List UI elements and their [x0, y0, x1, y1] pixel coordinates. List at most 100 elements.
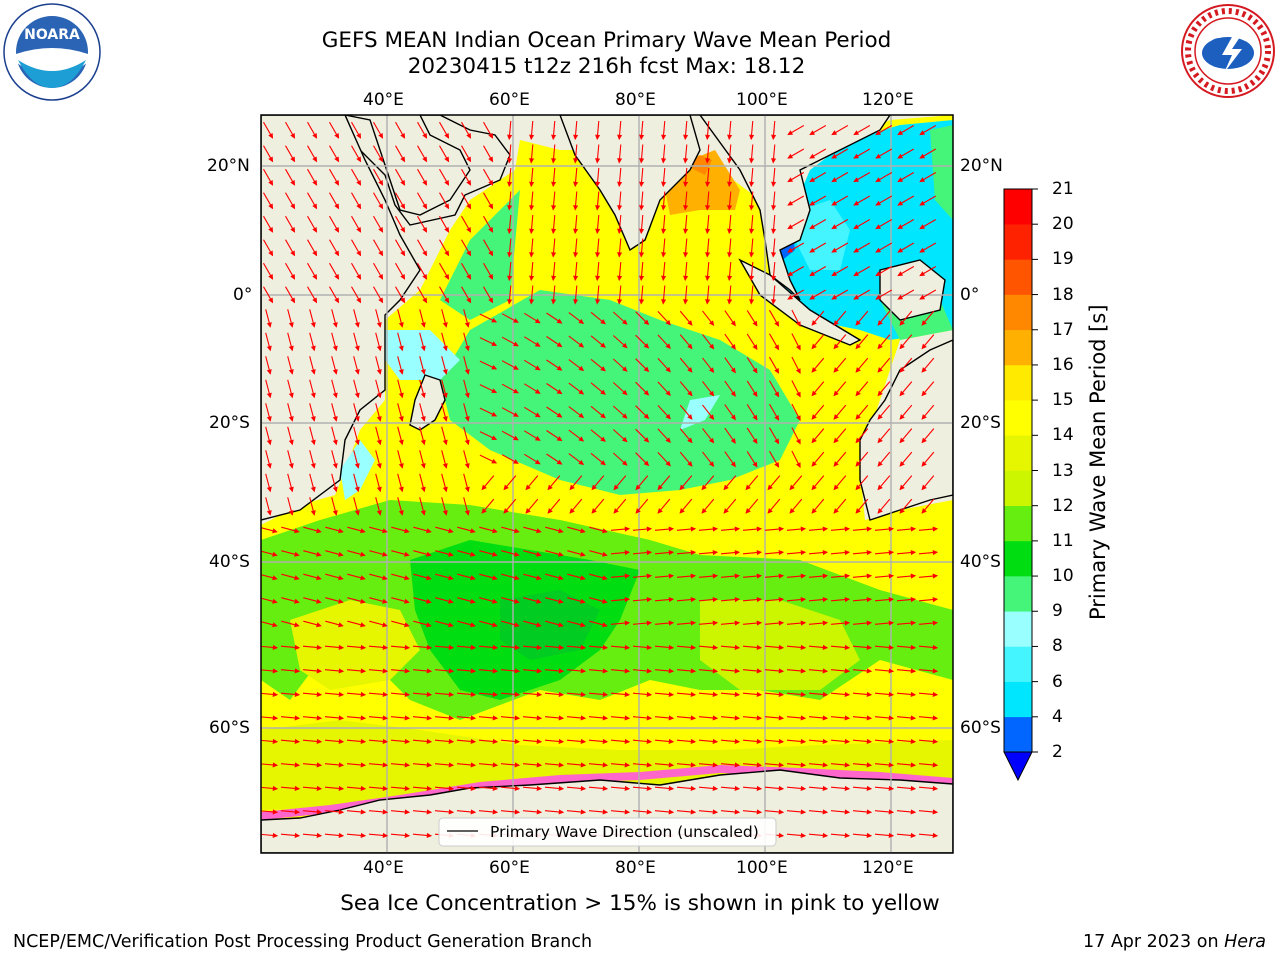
wave-arrow-head — [734, 668, 741, 674]
wave-arrow-head — [855, 390, 861, 397]
wave-arrow-head — [730, 391, 736, 397]
wave-arrow-head — [404, 738, 411, 744]
wave-arrow-head — [514, 668, 521, 674]
wave-arrow-head — [338, 809, 345, 815]
wave-arrow-head — [602, 691, 609, 697]
wave-arrow-head — [831, 271, 838, 277]
wave-arrow-head — [921, 484, 927, 491]
wave-arrow-head — [492, 715, 499, 721]
wave-arrow-head — [701, 508, 707, 514]
wave-arrow-head — [897, 200, 904, 206]
wave-arrow-head — [464, 439, 470, 446]
wave-arrow-head — [809, 200, 816, 206]
wave-arrow-head — [844, 620, 851, 626]
wave-arrow-head — [822, 715, 829, 721]
wave-arrow-head — [657, 484, 663, 491]
wave-arrow-head — [534, 365, 541, 371]
wave-arrow-head — [464, 369, 470, 375]
wave-arrow-head — [855, 367, 861, 373]
wave-arrow-head — [712, 691, 719, 697]
wave-arrow-head — [288, 392, 294, 399]
wave-arrow-head — [558, 528, 564, 534]
wave-arrow-head — [442, 322, 448, 328]
wave-arrow-head — [354, 439, 360, 446]
wave-arrow-head — [492, 668, 499, 674]
wave-arrow-head — [360, 738, 367, 744]
wave-arrow-head — [422, 226, 428, 233]
wave-arrow-head — [578, 389, 585, 395]
wave-arrow-head — [771, 158, 777, 164]
wave-arrow-head — [266, 369, 272, 375]
wave-arrow-head — [734, 809, 741, 815]
legend-label: Primary Wave Direction (unscaled) — [490, 823, 759, 841]
wave-arrow-head — [800, 738, 807, 744]
wave-arrow-head — [290, 132, 296, 139]
wave-arrow-head — [514, 528, 520, 534]
wave-arrow-head — [877, 343, 883, 350]
colorbar — [1003, 188, 1038, 782]
wave-arrow-head — [800, 762, 807, 768]
wave-arrow-head — [294, 644, 301, 650]
wave-arrow-head — [382, 785, 389, 791]
wave-arrow-head — [272, 575, 278, 581]
wave-arrow-head — [580, 551, 586, 557]
wave-arrow-head — [661, 275, 667, 282]
wave-arrow-head — [822, 550, 829, 556]
wave-arrow-head — [668, 785, 675, 791]
wave-arrow-head — [602, 809, 609, 815]
wave-arrow-head — [727, 205, 733, 211]
wave-arrow-head — [712, 668, 719, 674]
wave-arrow-head — [573, 275, 579, 282]
wave-arrow-head — [771, 299, 777, 305]
wave-arrow-head — [730, 367, 736, 374]
wave-arrow-head — [919, 247, 926, 253]
wave-arrow-head — [491, 388, 498, 393]
wave-arrow-head — [507, 181, 513, 188]
wave-arrow-head — [787, 130, 794, 136]
wave-arrow-head — [910, 715, 917, 721]
wave-arrow-head — [771, 205, 777, 211]
wave-arrow-head — [294, 691, 301, 697]
wave-arrow-head — [448, 575, 454, 581]
wave-arrow-head — [332, 416, 338, 422]
wave-arrow-head — [338, 738, 345, 744]
wave-arrow-head — [617, 181, 623, 188]
wave-arrow-head — [643, 413, 650, 420]
wave-arrow-head — [730, 438, 736, 444]
wave-arrow-head — [356, 226, 362, 233]
wave-arrow-head — [853, 294, 860, 300]
wave-arrow-head — [316, 691, 323, 697]
wave-arrow-head — [354, 322, 360, 328]
wave-arrow-head — [668, 715, 675, 721]
wave-arrow-head — [360, 598, 366, 604]
wave-arrow-head — [334, 250, 340, 257]
wave-arrow-head — [536, 738, 543, 744]
wave-arrow-head — [268, 273, 274, 280]
wave-arrow-head — [514, 644, 521, 650]
wave-arrow-head — [290, 273, 296, 280]
wave-arrow-head — [888, 644, 895, 650]
wave-arrow-head — [404, 762, 411, 768]
colorbar-tick-label: 11 — [1052, 530, 1074, 551]
colorbar-segment — [1004, 681, 1032, 718]
wave-arrow-head — [932, 526, 939, 532]
wave-arrow-head — [514, 575, 520, 581]
wave-arrow-head — [727, 134, 733, 141]
wave-arrow-head — [376, 463, 382, 469]
wave-arrow-head — [290, 250, 296, 257]
wave-arrow-head — [595, 134, 601, 141]
wave-arrow-head — [354, 510, 360, 516]
wave-arrow-head — [734, 573, 741, 579]
wave-arrow-head — [312, 132, 318, 139]
wave-arrow-head — [822, 691, 829, 697]
wave-arrow-head — [312, 226, 318, 233]
wave-arrow-head — [778, 550, 785, 556]
lon-tick-bottom-60E: 60°E — [489, 858, 530, 878]
wave-arrow-head — [665, 319, 671, 326]
wave-arrow-head — [268, 226, 274, 233]
wave-arrow-head — [831, 130, 838, 136]
wave-arrow-head — [595, 205, 601, 211]
wave-arrow-head — [578, 436, 585, 442]
wave-arrow-head — [290, 156, 296, 163]
wave-arrow-head — [875, 200, 882, 206]
